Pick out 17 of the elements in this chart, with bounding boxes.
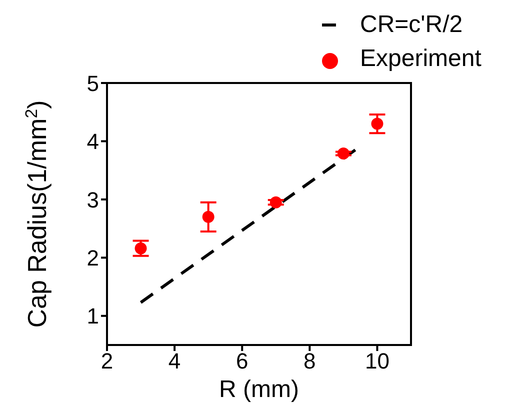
- point: [134, 242, 147, 254]
- x-tick-label: 10: [364, 348, 390, 374]
- legend-label: Experiment: [360, 45, 482, 73]
- y-tick-label: 3: [86, 187, 99, 212]
- x-tick-label: 6: [236, 348, 248, 374]
- x-tick-label: 8: [304, 348, 316, 374]
- legend-label: CR=c'R/2: [360, 11, 463, 39]
- y-tick-label: 2: [86, 245, 99, 270]
- point: [337, 147, 350, 160]
- point: [202, 210, 214, 223]
- point: [371, 118, 384, 130]
- x-axis-title: R (mm): [219, 376, 299, 403]
- y-tick-label: 4: [86, 129, 99, 154]
- point: [270, 196, 282, 208]
- y-tick-label: 1: [86, 304, 99, 329]
- x-tick-label: 4: [168, 348, 181, 374]
- y-tick-label: 5: [86, 70, 99, 96]
